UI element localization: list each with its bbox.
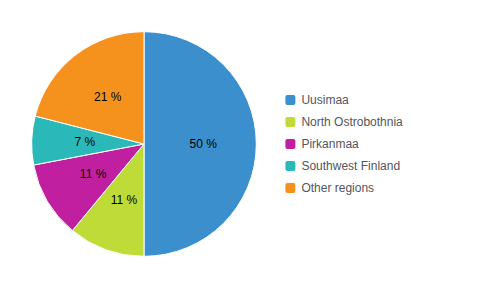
svg-text:21 %: 21 %: [94, 90, 122, 104]
svg-text:11 %: 11 %: [80, 167, 107, 181]
svg-text:50 %: 50 %: [189, 137, 217, 151]
svg-text:Other regions: Other regions: [301, 181, 374, 195]
svg-text:North Ostrobothnia: North Ostrobothnia: [301, 115, 403, 129]
svg-text:11 %: 11 %: [111, 193, 138, 207]
svg-text:Southwest Finland: Southwest Finland: [301, 159, 400, 173]
svg-text:Uusimaa: Uusimaa: [301, 93, 349, 107]
svg-text:Pirkanmaa: Pirkanmaa: [301, 137, 359, 151]
svg-text:7 %: 7 %: [75, 135, 96, 149]
